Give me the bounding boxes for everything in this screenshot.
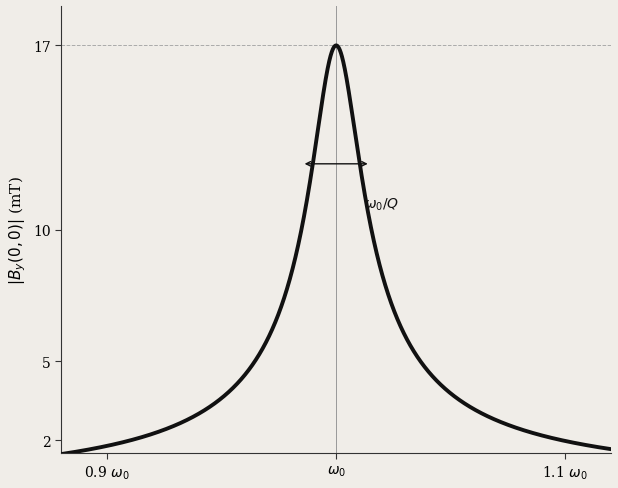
Y-axis label: $|B_y(0,0)|$ (mT): $|B_y(0,0)|$ (mT)	[7, 176, 28, 285]
Text: $\omega_0/Q$: $\omega_0/Q$	[363, 196, 399, 212]
